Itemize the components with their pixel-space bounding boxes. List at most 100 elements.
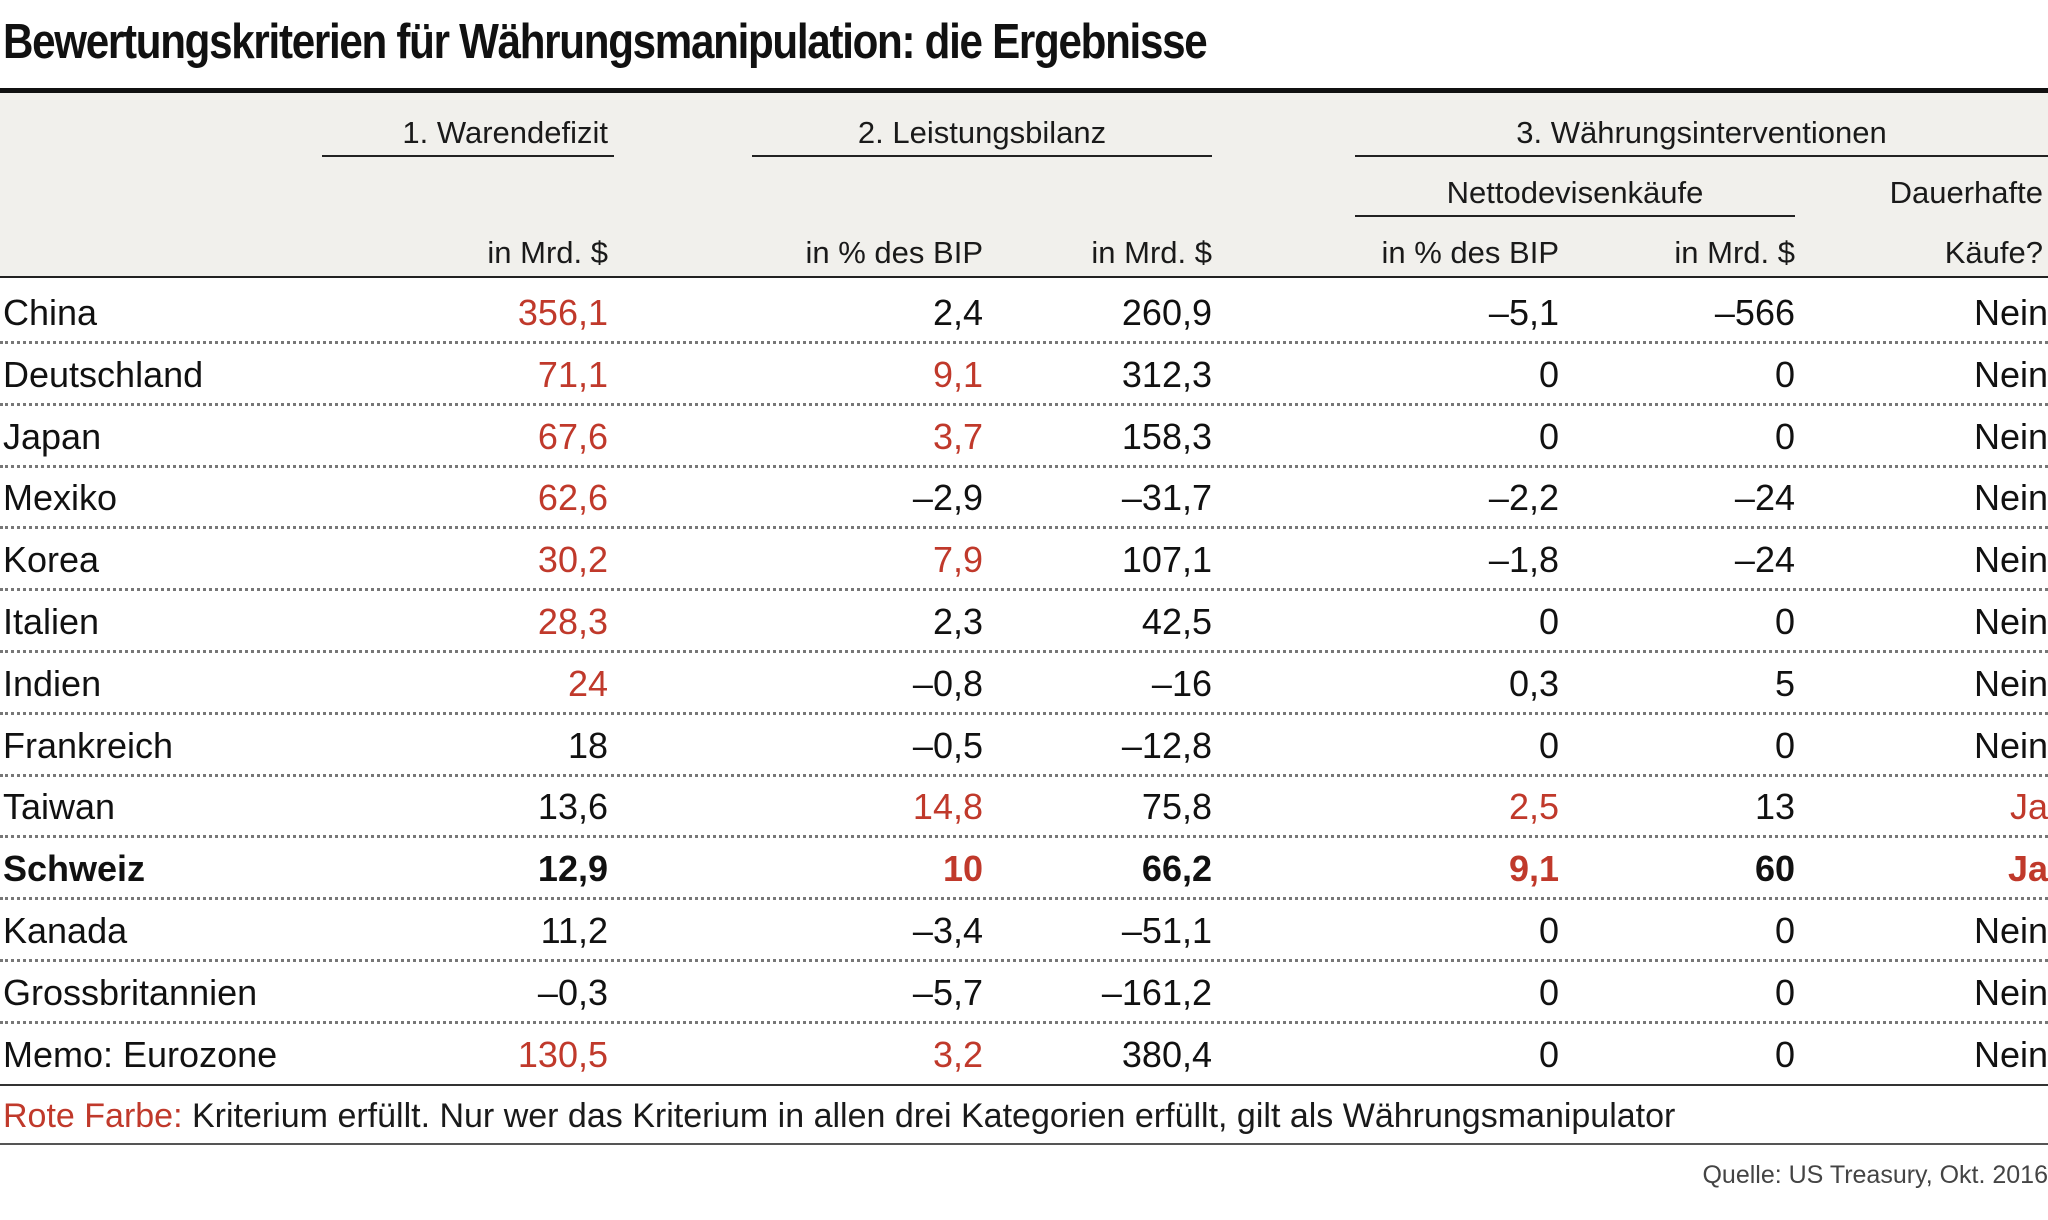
cell-lb-mrd: 107,1 — [1121, 539, 1212, 581]
cell-dauerhafte: Nein — [1973, 601, 2048, 642]
cell-country: Korea — [3, 539, 100, 581]
row-separator — [0, 588, 2048, 592]
cell-warendefizit: 18 — [567, 724, 608, 766]
header-rule — [0, 276, 2048, 278]
row-separator — [0, 341, 2048, 344]
header-group-leistungsbilanz: 2. Leistungsbilanz — [857, 115, 1107, 150]
cell-country: Taiwan — [3, 786, 116, 828]
table-row: Frankreich 18 –0,5 –12,8 0 0 Nein — [0, 715, 2048, 777]
cell-nd-mrd: 60 — [1754, 848, 1795, 890]
cell-lb-pct: 9,1 — [932, 353, 983, 395]
legend-rule — [0, 1143, 2048, 1145]
cell-nd-mrd: 0 — [1774, 415, 1795, 457]
cell-dauerhafte: Nein — [1973, 539, 2048, 581]
cell-country: Frankreich — [3, 724, 174, 766]
cell-nd-pct: 0 — [1538, 724, 1559, 766]
table-row: Taiwan 13,6 14,8 75,8 2,5 13 Ja — [0, 776, 2048, 839]
cell-nd-mrd: 0 — [1774, 601, 1795, 642]
cell-lb-pct: 3,7 — [932, 415, 983, 457]
cell-dauerhafte: Ja — [2009, 786, 2048, 828]
cell-nd-pct: 0 — [1538, 601, 1559, 642]
row-separator — [0, 1083, 2048, 1086]
cell-lb-pct: 10 — [942, 848, 983, 890]
cell-warendefizit: 356,1 — [517, 292, 608, 333]
cell-lb-mrd: –161,2 — [1101, 971, 1212, 1013]
cell-warendefizit: 12,9 — [537, 848, 608, 890]
cell-nd-pct: –5,1 — [1488, 292, 1559, 333]
cell-nd-pct: 0 — [1538, 353, 1559, 395]
table-row: Korea 30,2 7,9 107,1 –1,8 –24 Nein — [0, 529, 2048, 592]
header-group-waehrungsinterventionen: 3. Währungsinterventionen — [1516, 115, 1887, 150]
cell-country: China — [3, 292, 98, 333]
cell-dauerhafte: Nein — [1973, 724, 2048, 766]
cell-nd-pct: –1,8 — [1488, 539, 1559, 581]
cell-dauerhafte: Nein — [1973, 353, 2048, 395]
cell-lb-mrd: 380,4 — [1121, 1033, 1212, 1075]
cell-warendefizit: 67,6 — [537, 415, 608, 457]
chart-title: Bewertungskriterien für Währungsmanipula… — [3, 15, 1208, 69]
cell-nd-pct: 9,1 — [1508, 848, 1559, 890]
cell-nd-mrd: 0 — [1774, 724, 1795, 766]
legend-text: Kriterium erfüllt. Nur wer das Kriterium… — [182, 1097, 1676, 1135]
header-group-rule — [752, 155, 1212, 157]
cell-warendefizit: 13,6 — [537, 786, 608, 828]
table-header — [0, 93, 2048, 277]
row-separator — [0, 711, 2048, 715]
legend-highlight: Rote Farbe: — [3, 1097, 183, 1135]
table-row: Italien 28,3 2,3 42,5 0 0 Nein — [0, 591, 2048, 653]
header-group-warendefizit: 1. Warendefizit — [402, 115, 608, 150]
row-separator — [0, 526, 2048, 530]
cell-nd-mrd: –566 — [1714, 292, 1795, 333]
cell-nd-pct: 0 — [1538, 910, 1559, 951]
cell-warendefizit: 130,5 — [517, 1033, 608, 1075]
header-unit-lb-mrd: in Mrd. $ — [1091, 235, 1212, 270]
header-subgroup-rule — [1355, 215, 1795, 217]
row-separator — [0, 650, 2048, 653]
cell-dauerhafte: Nein — [1973, 477, 2048, 519]
cell-lb-pct: –3,4 — [912, 910, 983, 951]
cell-warendefizit: 28,3 — [537, 601, 608, 642]
cell-lb-mrd: 260,9 — [1121, 292, 1212, 333]
cell-nd-mrd: –24 — [1734, 539, 1795, 581]
table-row: Grossbritannien –0,3 –5,7 –161,2 0 0 Nein — [0, 962, 2048, 1024]
cell-nd-mrd: 5 — [1774, 662, 1795, 704]
cell-warendefizit: –0,3 — [537, 971, 608, 1013]
cell-nd-pct: 0,3 — [1508, 662, 1559, 704]
cell-dauerhafte: Nein — [1973, 415, 2048, 457]
cell-country: Memo: Eurozone — [3, 1033, 278, 1075]
header-unit-nd-mrd: in Mrd. $ — [1674, 235, 1795, 270]
cell-lb-mrd: 66,2 — [1141, 848, 1212, 890]
cell-dauerhafte: Ja — [2007, 848, 2048, 890]
cell-lb-mrd: –31,7 — [1121, 477, 1212, 519]
cell-dauerhafte: Nein — [1973, 971, 2048, 1013]
cell-nd-pct: 0 — [1538, 971, 1559, 1013]
cell-country: Italien — [3, 601, 100, 642]
cell-lb-pct: –5,7 — [912, 971, 983, 1013]
table-row: Kanada 11,2 –3,4 –51,1 0 0 Nein — [0, 900, 2048, 962]
cell-country: Grossbritannien — [3, 971, 258, 1013]
cell-nd-pct: 0 — [1538, 1033, 1559, 1075]
cell-lb-pct: 3,2 — [932, 1033, 983, 1075]
cell-country: Deutschland — [3, 353, 204, 395]
cell-warendefizit: 24 — [567, 662, 608, 704]
cell-nd-pct: –2,2 — [1488, 477, 1559, 519]
table-row: Deutschland 71,1 9,1 312,3 0 0 Nein — [0, 344, 2048, 406]
cell-lb-mrd: –16 — [1151, 662, 1212, 704]
title-rule — [0, 88, 2048, 93]
cell-lb-pct: –2,9 — [912, 477, 983, 519]
cell-country: Schweiz — [3, 848, 146, 890]
row-separator — [0, 464, 2048, 468]
cell-lb-pct: 2,4 — [932, 292, 983, 333]
row-separator — [0, 773, 2048, 777]
cell-lb-pct: –0,8 — [912, 662, 983, 704]
cell-nd-mrd: 13 — [1754, 786, 1795, 828]
cell-warendefizit: 11,2 — [540, 910, 608, 951]
cell-country: Japan — [3, 415, 102, 457]
table-row: China 356,1 2,4 260,9 –5,1 –566 Nein — [0, 282, 2048, 344]
legend: Rote Farbe: Kriterium erfüllt. Nur wer d… — [3, 1096, 1675, 1136]
header-unit-warendefizit: in Mrd. $ — [487, 235, 608, 270]
header-kaeufe: Käufe? — [1944, 235, 2043, 270]
cell-warendefizit: 30,2 — [537, 539, 608, 581]
header-group-rule — [1355, 155, 2048, 157]
cell-dauerhafte: Nein — [1973, 292, 2048, 333]
